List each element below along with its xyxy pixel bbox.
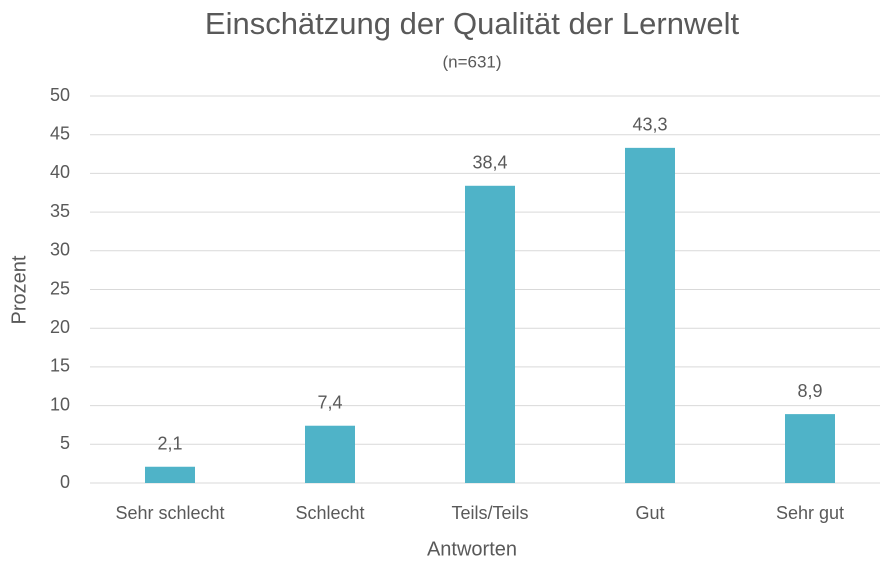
value-label: 8,9 xyxy=(797,381,822,401)
value-label: 43,3 xyxy=(632,115,667,135)
y-tick-label: 20 xyxy=(50,317,70,337)
y-tick-label: 30 xyxy=(50,240,70,260)
y-tick-label: 45 xyxy=(50,123,70,143)
x-axis-label: Antworten xyxy=(427,538,517,560)
value-label: 38,4 xyxy=(472,153,507,173)
chart-subtitle: (n=631) xyxy=(442,52,501,71)
x-tick-label: Gut xyxy=(635,503,664,523)
bar xyxy=(625,147,675,483)
bar xyxy=(785,414,835,483)
y-axis-label: Prozent xyxy=(8,255,30,324)
value-label: 7,4 xyxy=(317,392,342,412)
y-tick-label: 0 xyxy=(60,472,70,492)
y-tick-label: 15 xyxy=(50,356,70,376)
chart-title: Einschätzung der Qualität der Lernwelt xyxy=(205,6,740,41)
y-tick-label: 5 xyxy=(60,433,70,453)
y-tick-label: 10 xyxy=(50,394,70,414)
value-label: 2,1 xyxy=(157,433,182,453)
y-tick-label: 40 xyxy=(50,162,70,182)
y-tick-label: 50 xyxy=(50,85,70,105)
bar xyxy=(305,425,355,483)
bar xyxy=(145,466,195,483)
y-tick-label: 35 xyxy=(50,201,70,221)
y-tick-label: 25 xyxy=(50,278,70,298)
x-tick-label: Teils/Teils xyxy=(451,503,528,523)
x-tick-label: Sehr gut xyxy=(776,503,844,523)
bar xyxy=(465,185,515,483)
x-tick-label: Schlecht xyxy=(295,503,364,523)
x-tick-label: Sehr schlecht xyxy=(115,503,224,523)
